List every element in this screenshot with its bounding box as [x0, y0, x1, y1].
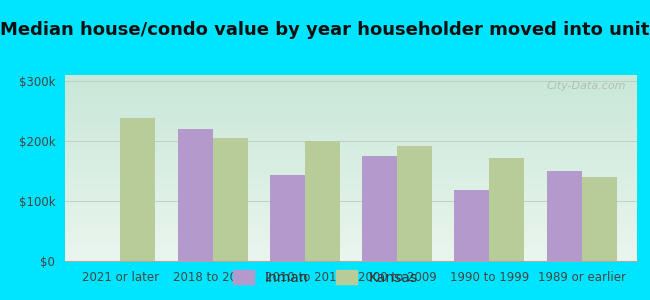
Text: City-Data.com: City-Data.com — [546, 81, 625, 91]
Bar — [362, 156, 397, 261]
Bar — [177, 129, 213, 261]
Legend: Inman, Kansas: Inman, Kansas — [227, 264, 422, 290]
Bar — [489, 158, 525, 261]
Bar — [305, 141, 340, 261]
Bar — [454, 190, 489, 261]
Text: Median house/condo value by year householder moved into unit: Median house/condo value by year househo… — [0, 21, 650, 39]
Bar — [270, 175, 305, 261]
Bar — [582, 177, 617, 261]
Bar — [397, 146, 432, 261]
Bar — [547, 171, 582, 261]
Bar — [120, 118, 155, 261]
Bar — [213, 138, 248, 261]
